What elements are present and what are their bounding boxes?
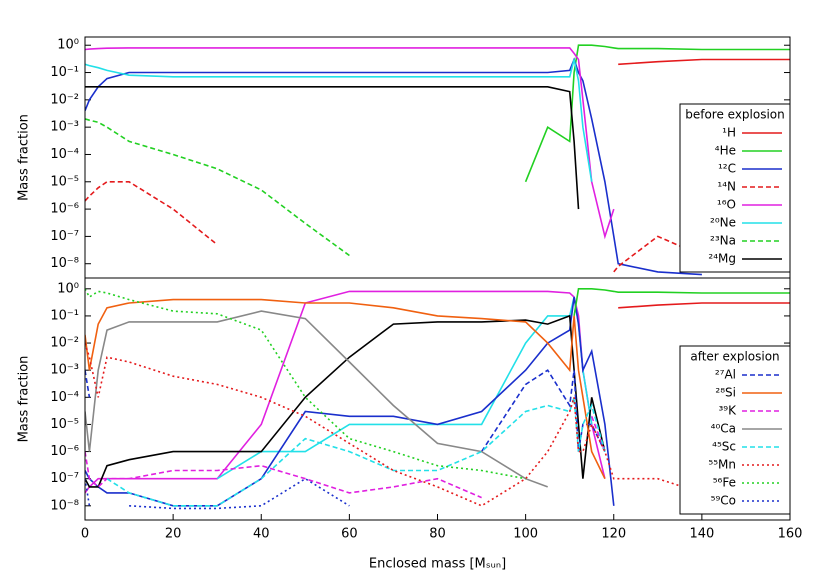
y-tick-label: 10⁻¹ <box>50 308 79 323</box>
legend: before explosion ¹H ⁴He ¹²C ¹⁴N ¹⁶O ²⁰Ne ²³Na ²⁴… <box>679 103 791 273</box>
y-axis-label: Mass fraction <box>17 114 32 201</box>
y-tick-label: 10⁻¹ <box>50 65 79 80</box>
legend-label: ⁴⁰Ca <box>711 422 736 436</box>
y-tick-label: 10⁻² <box>50 336 79 351</box>
x-tick-label: 60 <box>341 527 358 542</box>
series-line <box>85 314 606 488</box>
y-tick-label: 10⁻⁷ <box>50 229 79 244</box>
legend: after explosion ²⁷Al ²⁸Si ³⁹K ⁴⁰Ca ⁴⁵Sc ⁵⁵Mn ⁵⁶… <box>679 345 791 515</box>
x-tick-label: 160 <box>778 527 803 542</box>
x-axis-label: Enclosed mass [Mₛᵤₙ] <box>369 557 506 572</box>
y-tick-label: 10⁻⁵ <box>50 417 79 432</box>
series-line <box>85 310 548 488</box>
series-line <box>85 57 702 276</box>
series-line <box>106 397 606 507</box>
x-tick-label: 20 <box>165 527 182 542</box>
series-line <box>85 416 606 499</box>
legend-label: ⁵⁶Fe <box>713 476 736 490</box>
series-line <box>85 181 790 273</box>
plot-frame <box>84 277 791 521</box>
series-line <box>618 302 790 309</box>
legend-title: after explosion <box>690 350 779 364</box>
x-tick-label: 140 <box>689 527 714 542</box>
y-tick-label: 10⁰ <box>57 38 79 53</box>
y-tick-label: 10⁰ <box>57 281 79 296</box>
x-tick-label: 0 <box>81 527 89 542</box>
legend-label: ¹⁶O <box>717 198 736 212</box>
y-tick-label: 10⁻² <box>50 92 79 107</box>
legend-label: ¹²C <box>718 162 736 176</box>
series-line <box>618 58 790 66</box>
legend-label: ²⁸Si <box>715 386 736 400</box>
y-tick-label: 10⁻⁴ <box>50 147 79 162</box>
legend-label: ⁴⁵Sc <box>712 440 736 454</box>
y-tick-label: 10⁻⁶ <box>50 202 79 217</box>
plot-area <box>85 288 790 510</box>
legend-label: ³⁹K <box>719 404 738 418</box>
y-tick-label: 10⁻⁷ <box>50 471 79 486</box>
y-tick-label: 10⁻⁴ <box>50 390 79 405</box>
y-tick-label: 10⁻⁶ <box>50 444 79 459</box>
series-line <box>524 44 790 183</box>
plot-area <box>85 44 790 276</box>
series-line <box>85 118 350 257</box>
series-line <box>85 342 790 507</box>
y-tick-label: 10⁻⁸ <box>50 498 79 513</box>
series-line <box>85 86 580 210</box>
series-line <box>85 298 606 480</box>
legend-label: ²⁴Mg <box>708 252 736 266</box>
x-tick-label: 120 <box>601 527 626 542</box>
series-line <box>85 296 615 507</box>
legend-label: ⁴He <box>715 144 736 158</box>
y-axis-label: Mass fraction <box>17 356 32 443</box>
legend-label: ⁵⁵Mn <box>708 458 736 472</box>
legend-label: ⁵⁹Co <box>711 494 736 508</box>
legend-box <box>679 345 791 515</box>
series-line <box>573 288 790 317</box>
series-line <box>85 477 350 510</box>
legend-label: ²³Na <box>710 234 736 248</box>
series-line <box>85 59 593 182</box>
x-tick-label: 80 <box>429 527 446 542</box>
legend-label: ¹⁴N <box>717 180 736 194</box>
x-tick-label: 100 <box>513 527 538 542</box>
legend-label: ²⁷Al <box>715 368 736 382</box>
legend-title: before explosion <box>685 108 785 122</box>
legend-label: ²⁰Ne <box>710 216 736 230</box>
series-line <box>85 369 606 453</box>
legend-label: ¹H <box>722 126 736 140</box>
x-tick-label: 40 <box>253 527 270 542</box>
y-tick-label: 10⁻³ <box>50 120 79 135</box>
legend-box <box>679 103 791 273</box>
y-tick-label: 10⁻⁵ <box>50 174 79 189</box>
y-tick-label: 10⁻³ <box>50 363 79 378</box>
series-line <box>85 288 526 480</box>
series-line <box>85 47 615 240</box>
y-tick-label: 10⁻⁸ <box>50 256 79 271</box>
